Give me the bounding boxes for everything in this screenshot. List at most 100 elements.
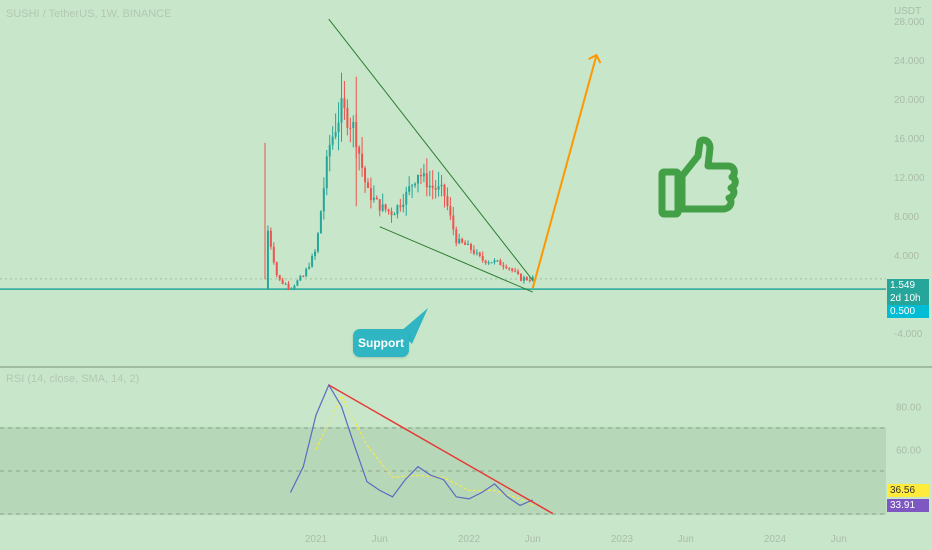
candle-body xyxy=(328,144,331,157)
candle-body xyxy=(505,266,508,269)
candle-body xyxy=(325,156,328,189)
grid xyxy=(0,427,886,515)
candle-body xyxy=(372,197,375,201)
candle-body xyxy=(278,275,281,280)
time-axis-label: 2021 xyxy=(305,534,328,545)
rsi-pane xyxy=(289,383,554,515)
candle-body xyxy=(405,191,408,205)
candle-body xyxy=(528,279,531,281)
rsi-axis-tick: 60.00 xyxy=(896,446,921,457)
candle-body xyxy=(493,260,496,263)
price-axis-tick: 28.000 xyxy=(894,17,925,28)
candle-body xyxy=(484,260,487,263)
candle-body xyxy=(422,173,425,177)
candle-body xyxy=(296,280,299,286)
candle-body xyxy=(337,122,340,133)
candle-body xyxy=(322,188,325,212)
rsi-trendline xyxy=(328,384,554,515)
candle-body xyxy=(275,262,278,276)
candle-body xyxy=(455,229,458,244)
candle-body xyxy=(361,153,364,168)
wedge-upper-line xyxy=(328,18,534,281)
candle-body xyxy=(290,288,293,290)
candle-body xyxy=(417,174,419,184)
candle-body xyxy=(316,233,319,252)
candle-body xyxy=(481,255,484,261)
candle-body xyxy=(384,204,387,210)
support-label: Support xyxy=(358,336,404,350)
candle-body xyxy=(519,273,522,281)
candle-body xyxy=(393,214,396,216)
candle-body xyxy=(287,283,290,289)
candle-body xyxy=(343,98,346,108)
support-level-tag: 0.500 xyxy=(887,305,929,318)
candle-body xyxy=(358,147,361,154)
candle-body xyxy=(461,238,464,243)
wedge-lower-line xyxy=(379,226,533,293)
candle-body xyxy=(514,270,517,272)
candle-body xyxy=(408,186,411,192)
price-axis-tick: 24.000 xyxy=(894,56,925,67)
candle-body xyxy=(366,182,369,188)
rsi-header: RSI (14, close, SMA, 14, 2) xyxy=(6,373,140,385)
candle-body xyxy=(402,204,405,208)
rsi-sma-tag: 33.91 xyxy=(887,499,929,512)
candle-body xyxy=(349,127,352,129)
candle-body xyxy=(508,268,511,270)
candle-body xyxy=(531,277,534,281)
candle-body xyxy=(331,136,334,145)
candle-body xyxy=(334,132,337,137)
candle-body xyxy=(390,211,393,216)
candle-body xyxy=(419,174,422,177)
candle-body xyxy=(414,183,417,186)
last-price-tag: 1.549 xyxy=(887,279,929,292)
candle-body xyxy=(346,107,349,128)
candle-body xyxy=(502,265,505,267)
candle-body xyxy=(517,271,520,274)
projection-arrow xyxy=(531,54,598,289)
candle-body xyxy=(378,199,381,211)
candle-body xyxy=(440,184,443,187)
candle-body xyxy=(511,268,514,271)
candle-body xyxy=(434,188,437,190)
candle-body xyxy=(299,276,302,281)
candle-body xyxy=(522,277,525,281)
projection-arrowhead xyxy=(588,53,602,64)
price-axis-tick: 20.000 xyxy=(894,95,925,106)
candle-body xyxy=(446,196,449,207)
candle-body xyxy=(475,252,478,254)
time-axis-label: 2022 xyxy=(458,534,481,545)
candle-body xyxy=(469,243,472,250)
price-axis-tick: 8.000 xyxy=(894,212,919,223)
candle-body xyxy=(431,185,434,189)
candle-body xyxy=(399,205,402,208)
candle-body xyxy=(311,255,314,267)
time-axis-label: Jun xyxy=(525,534,541,545)
candle-body xyxy=(266,230,269,290)
candle-body xyxy=(284,283,287,285)
candle-body xyxy=(472,249,475,254)
time-axis-label: 2023 xyxy=(611,534,634,545)
candle-body xyxy=(499,260,502,266)
candle-body xyxy=(387,209,390,212)
candle-body xyxy=(452,215,455,230)
candle-body xyxy=(319,211,322,234)
bar-countdown-tag: 2d 10h xyxy=(887,292,929,305)
price-axis-tick: 4.000 xyxy=(894,251,919,262)
candle-body xyxy=(490,262,493,264)
rsi-value-tag: 36.56 xyxy=(887,484,929,497)
time-axis-label: 2024 xyxy=(764,534,787,545)
candle-body xyxy=(428,185,431,188)
candle-body xyxy=(449,206,452,216)
candle-body xyxy=(272,246,275,263)
thumbs-up-icon xyxy=(658,134,740,222)
support-callout: Support xyxy=(353,329,409,357)
candle-body xyxy=(369,187,372,201)
candle-body xyxy=(411,185,414,187)
candle-body xyxy=(525,277,528,280)
candle-body xyxy=(314,251,317,256)
time-axis-label: Jun xyxy=(831,534,847,545)
rsi-line xyxy=(289,383,534,507)
